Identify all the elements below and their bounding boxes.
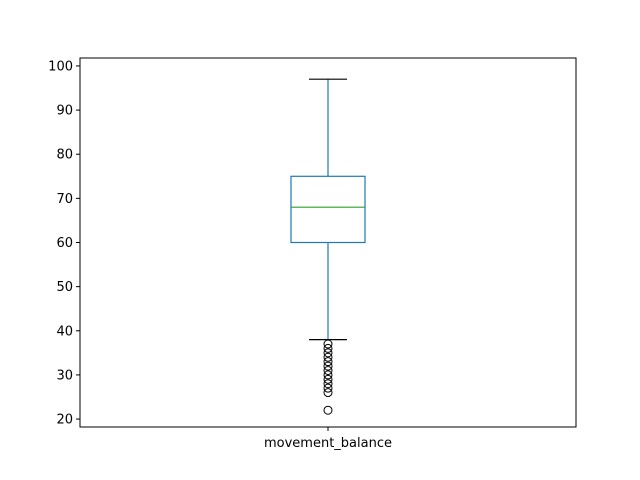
y-tick-label: 50 — [56, 280, 73, 295]
outlier-point — [323, 405, 333, 415]
outlier-point — [323, 348, 333, 358]
outlier-point — [323, 366, 333, 376]
y-axis: 20 30 40 50 60 70 80 90 100 — [48, 59, 80, 428]
outlier-point — [323, 357, 333, 367]
x-tick-label: movement_balance — [264, 436, 392, 451]
y-tick-label: 80 — [56, 148, 73, 163]
outlier-point — [323, 343, 333, 353]
y-tick-label: 90 — [56, 104, 73, 119]
iqr-box — [290, 175, 366, 244]
y-tick-label: 40 — [56, 324, 73, 339]
outlier-point — [323, 370, 333, 380]
y-tick-label: 70 — [56, 192, 73, 207]
outlier-point — [323, 388, 333, 398]
outlier-point — [323, 374, 333, 384]
x-axis: movement_balance — [264, 427, 392, 451]
y-tick-label: 20 — [56, 413, 73, 428]
y-tick-label: 60 — [56, 236, 73, 251]
outlier-point — [323, 383, 333, 393]
outlier-point — [323, 361, 333, 371]
y-tick-label: 100 — [48, 59, 73, 74]
y-tick-label: 30 — [56, 368, 73, 383]
outlier-point — [323, 339, 333, 349]
outlier-point — [323, 352, 333, 362]
plot-area — [290, 78, 366, 415]
axes-frame — [79, 57, 577, 428]
outlier-point — [323, 379, 333, 389]
